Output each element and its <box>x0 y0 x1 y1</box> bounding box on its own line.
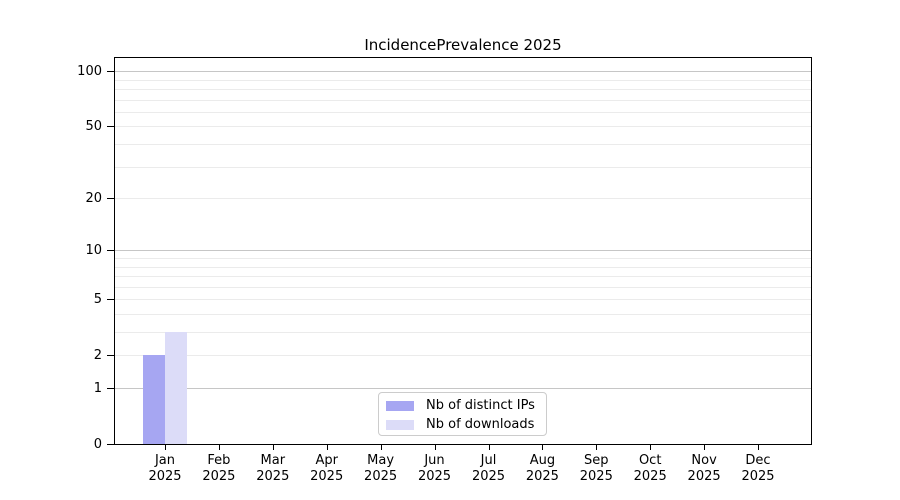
legend-swatch-distinct-ips <box>386 400 414 411</box>
x-axis-tick-label: Jun 2025 <box>417 453 452 484</box>
y-tick-1 <box>107 388 114 389</box>
gridline-minor-60 <box>115 112 811 113</box>
bar-distinct-ips-jan <box>143 355 165 444</box>
x-axis-tick-label: Mar 2025 <box>256 453 290 484</box>
x-tick-feb <box>218 444 220 450</box>
x-axis-tick-label: Aug 2025 <box>525 453 559 484</box>
legend-item-distinct-ips: Nb of distinct IPs <box>385 396 540 415</box>
y-axis-tick-label: 100 <box>77 63 102 79</box>
gridline-minor-80 <box>115 89 811 91</box>
y-axis-tick-label: 20 <box>85 190 102 206</box>
legend-item-downloads: Nb of downloads <box>385 415 540 434</box>
x-tick-may <box>380 444 382 450</box>
y-axis-tick-label: 10 <box>85 242 102 258</box>
y-tick-10 <box>107 250 114 252</box>
x-tick-apr <box>326 444 328 450</box>
x-axis-tick-label: Sep 2025 <box>579 453 613 484</box>
y-axis-tick-label: 0 <box>93 436 102 452</box>
bar-downloads-jan <box>165 332 187 444</box>
x-tick-oct <box>650 444 652 450</box>
y-axis-tick-label: 2 <box>93 347 102 363</box>
y-axis-tick-label: 1 <box>93 380 102 396</box>
legend-swatch-downloads <box>386 419 414 430</box>
gridline-minor-9 <box>115 258 811 259</box>
y-tick-0 <box>107 444 114 445</box>
gridline-major-10 <box>115 250 811 252</box>
y-axis-tick-label: 50 <box>85 118 102 134</box>
gridline-minor-7 <box>115 276 811 277</box>
gridline-minor-3 <box>115 332 811 333</box>
gridline-minor-4 <box>115 314 811 315</box>
x-axis-tick-label: Jan 2025 <box>148 453 182 484</box>
x-tick-jul <box>488 444 490 450</box>
y-tick-50 <box>107 126 114 128</box>
y-axis-tick-label: 5 <box>93 291 102 307</box>
gridline-minor-50 <box>115 126 811 128</box>
gridline-minor-6 <box>115 286 811 288</box>
legend: Nb of distinct IPs Nb of downloads <box>378 392 547 436</box>
y-tick-2 <box>107 355 114 357</box>
gridline-minor-5 <box>115 299 811 301</box>
gridline-minor-2 <box>115 355 811 357</box>
gridline-major-100 <box>115 71 811 73</box>
y-tick-20 <box>107 198 114 200</box>
x-tick-nov <box>704 444 706 450</box>
chart-title: IncidencePrevalence 2025 <box>364 36 562 54</box>
x-tick-aug <box>542 444 544 450</box>
gridline-minor-8 <box>115 266 811 268</box>
legend-label-downloads: Nb of downloads <box>426 417 535 432</box>
x-axis-tick-label: Oct 2025 <box>633 453 667 484</box>
y-tick-5 <box>107 299 114 301</box>
gridline-minor-90 <box>115 79 811 81</box>
x-axis-tick-label: Feb 2025 <box>202 453 236 484</box>
x-axis-tick-label: Nov 2025 <box>687 453 721 484</box>
gridline-minor-30 <box>115 166 811 168</box>
x-tick-sep <box>596 444 598 450</box>
gridline-major-1 <box>115 388 811 389</box>
x-tick-dec <box>758 444 759 450</box>
x-axis-tick-label: May 2025 <box>364 453 398 484</box>
gridline-minor-40 <box>115 144 811 146</box>
x-tick-jun <box>434 444 436 450</box>
plot-area <box>114 57 812 450</box>
x-axis-tick-label: Dec 2025 <box>741 453 775 484</box>
gridline-minor-20 <box>115 198 811 200</box>
legend-label-distinct-ips: Nb of distinct IPs <box>426 398 535 413</box>
y-tick-100 <box>107 71 114 73</box>
x-axis-tick-label: Jul 2025 <box>471 453 506 484</box>
x-tick-mar <box>272 444 274 450</box>
x-axis-tick-label: Apr 2025 <box>310 453 344 484</box>
x-tick-jan <box>165 444 166 450</box>
gridline-minor-70 <box>115 99 811 101</box>
